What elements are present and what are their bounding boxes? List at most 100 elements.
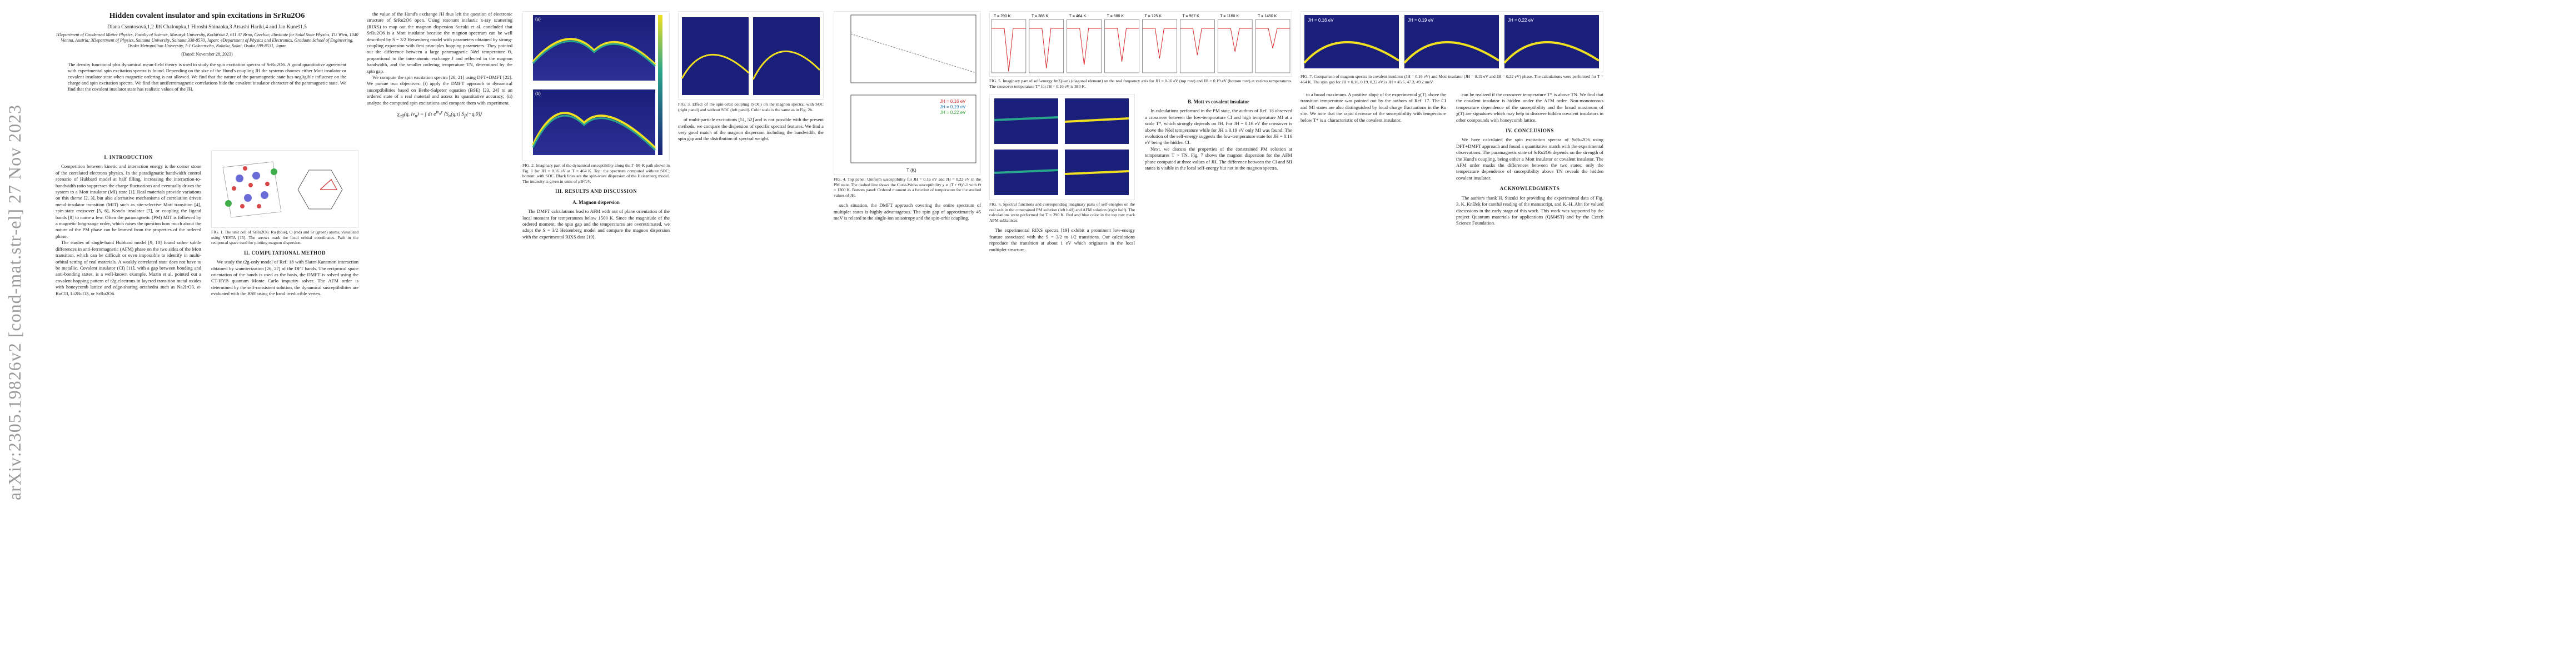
figure-6-caption: FIG. 6. Spectral functions and correspon… xyxy=(989,202,1135,223)
fig2-panel-a-label: (a) xyxy=(535,17,541,22)
figure-1 xyxy=(211,150,358,228)
page3-paragraph: of multi-particle excitations [51, 52] a… xyxy=(678,117,824,142)
page3-col-right: T (K) JH = 0.16 eV JH = 0.19 eV JH = 0.2… xyxy=(834,11,981,222)
fig5-temp-label: T = 290 K xyxy=(994,14,1011,18)
paper-affiliations: 1Department of Condensed Matter Physics,… xyxy=(56,32,358,48)
fig5-curve xyxy=(1029,28,1064,69)
fig5-temp-label: T = 967 K xyxy=(1182,14,1199,18)
fig5-panel xyxy=(1067,19,1102,73)
page5-paragraph: to a broad maximum. A positive slope of … xyxy=(1301,92,1446,123)
o-atoms xyxy=(232,166,270,208)
fig5-temp-label: T = 464 K xyxy=(1069,14,1087,18)
figure-6 xyxy=(989,94,1135,200)
fig3-heatmaps xyxy=(681,17,821,95)
fig5-panel xyxy=(1217,19,1253,73)
page2-paragraph-1: the value of the Hund's exchange JH thus… xyxy=(367,11,512,74)
fig7-title-3: JH = 0.22 eV xyxy=(1508,18,1534,23)
fig5-panel xyxy=(1255,19,1291,73)
fig5-temp-label: T = 580 K xyxy=(1107,14,1124,18)
fig5-curve xyxy=(1180,28,1215,56)
page4-col-right: B. Mott vs covalent insulator In calcula… xyxy=(1145,94,1292,171)
page5-col-full: JH = 0.16 eV JH = 0.19 eV JH = 0.22 eV F… xyxy=(1301,11,1603,89)
figure-1-caption: FIG. 1. The unit cell of SrRu2O6: Ru (bl… xyxy=(211,230,358,246)
fig5-curve xyxy=(1142,28,1177,59)
mott-paragraph-1: In calculations performed in the PM stat… xyxy=(1145,108,1292,146)
fig5-curve xyxy=(1255,28,1290,49)
fig7-title-1: JH = 0.16 eV xyxy=(1308,18,1334,23)
figure-7: JH = 0.16 eV JH = 0.19 eV JH = 0.22 eV xyxy=(1301,11,1603,72)
figure-3 xyxy=(678,11,824,100)
figure-5-caption: FIG. 5. Imaginary part of self-energy Im… xyxy=(989,78,1292,89)
page2-paragraph-2: We compute the spin excitation spectra [… xyxy=(367,74,512,106)
page5-col-right: can be realized if the crossover tempera… xyxy=(1456,92,1603,227)
sr-atoms xyxy=(225,168,277,207)
page4-col-full: T = 290 K T = 386 K T = 464 K T = 580 K T = … xyxy=(989,11,1292,93)
page-2: the value of the Hund's exchange JH thus… xyxy=(367,11,670,661)
results-paragraph: The DMFT calculations lead to AFM with o… xyxy=(522,208,670,240)
fig5-panel xyxy=(1104,19,1139,73)
figure-4: T (K) JH = 0.16 eV JH = 0.19 eV JH = 0.2… xyxy=(834,11,981,175)
fig2-heatmaps xyxy=(532,15,662,155)
figure-2: (a) (b) xyxy=(522,11,670,161)
page-1: Hidden covalent insulator and spin excit… xyxy=(56,11,358,661)
page1-header: Hidden covalent insulator and spin excit… xyxy=(56,11,358,98)
figure-3-caption: FIG. 3. Effect of the spin-orbit couplin… xyxy=(678,102,824,112)
fig4-plots xyxy=(850,14,976,163)
arxiv-identifier: arXiv:2305.19826v2 [cond-mat.str-el] 27 … xyxy=(4,104,24,500)
section-introduction: I. INTRODUCTION xyxy=(104,155,153,160)
page5-paragraph-right: can be realized if the crossover tempera… xyxy=(1456,92,1603,123)
fig5-curve xyxy=(1218,28,1253,52)
figure-4-caption: FIG. 4. Top panel: Uniform susceptibilit… xyxy=(834,177,981,198)
fig4-legend-1: JH = 0.16 eV xyxy=(940,99,966,104)
figure-7-caption: FIG. 7. Comparison of magnon spectra in … xyxy=(1301,74,1603,84)
paper-authors: Diana Csontosová,1,2 Jiří Chaloupka,1 Hi… xyxy=(107,24,307,30)
fig7-magnons xyxy=(1303,15,1600,68)
fig5-temp-label: T = 1450 K xyxy=(1258,14,1277,18)
section-acknowledgments: ACKNOWLEDGMENTS xyxy=(1499,186,1560,192)
mott-paragraph-2: Next, we discuss the properties of the c… xyxy=(1145,146,1292,171)
page4-col-left: FIG. 6. Spectral functions and correspon… xyxy=(989,94,1135,253)
fig5-temp-label: T = 1160 K xyxy=(1220,14,1239,18)
fig5-temp-label: T = 725 K xyxy=(1145,14,1162,18)
page1-col-left: I. INTRODUCTION Competition between kine… xyxy=(56,150,201,297)
page1-col-right: FIG. 1. The unit cell of SrRu2O6: Ru (bl… xyxy=(211,150,358,297)
page-5: JH = 0.16 eV JH = 0.19 eV JH = 0.22 eV F… xyxy=(1301,11,1603,661)
section-conclusions: IV. CONCLUSIONS xyxy=(1506,128,1554,134)
fig5-panel xyxy=(1029,19,1064,73)
paper-date: (Dated: November 28, 2023) xyxy=(181,52,233,57)
fig2-panel-b-label: (b) xyxy=(535,91,541,96)
paper-abstract: The density functional plus dynamical me… xyxy=(68,62,346,92)
fig5-temp-label: T = 386 K xyxy=(1032,14,1049,18)
intro-paragraph-2: The studies of single-band Hubbard model… xyxy=(56,240,201,296)
ru-atoms xyxy=(236,172,268,202)
brillouin-zone xyxy=(297,170,343,210)
method-paragraph: We study the t2g-only model of Ref. 18 w… xyxy=(211,259,358,297)
fig5-curve xyxy=(1104,28,1139,62)
fig5-panel xyxy=(991,19,1027,73)
fig4-legend-3: JH = 0.22 eV xyxy=(940,110,966,115)
fig4-legend-2: JH = 0.19 eV xyxy=(940,104,966,109)
fig7-title-2: JH = 0.19 eV xyxy=(1408,18,1434,23)
fig5-curve xyxy=(1067,28,1102,66)
page5-col-left: to a broad maximum. A positive slope of … xyxy=(1301,92,1446,123)
page4-paragraph: The experimental RIXS spectra [19] exhib… xyxy=(989,227,1135,252)
fig6-spectral xyxy=(994,98,1129,195)
figure-2-caption: FIG. 2. Imaginary part of the dynamical … xyxy=(522,163,670,184)
page2-col-left: the value of the Hund's exchange JH thus… xyxy=(367,11,512,122)
section-method: II. COMPUTATIONAL METHOD xyxy=(244,250,326,256)
page-3: FIG. 3. Effect of the spin-orbit couplin… xyxy=(678,11,981,661)
page3-paragraph-2: such situation, the DMFT approach coveri… xyxy=(834,202,981,221)
page-4: T = 290 K T = 386 K T = 464 K T = 580 K T = … xyxy=(989,11,1292,661)
subsection-mott: B. Mott vs covalent insulator xyxy=(1188,99,1249,104)
conclusions-paragraph: We have calculated the spin excitation s… xyxy=(1456,137,1603,181)
page3-col-left: FIG. 3. Effect of the spin-orbit couplin… xyxy=(678,11,824,142)
fig5-curve xyxy=(991,28,1026,72)
section-results: III. RESULTS AND DISCUSSION xyxy=(555,188,637,195)
equation-susceptibility: χαβ(q, iνn) = ∫ dτ eiνnτ ⟨Sα(q,τ) Sβ(−q,… xyxy=(397,109,482,119)
crystal-structure-figure xyxy=(212,151,358,227)
fig5-panel xyxy=(1142,19,1177,73)
paper-title: Hidden covalent insulator and spin excit… xyxy=(109,12,305,20)
fig5-selfenergy: T = 290 K T = 386 K T = 464 K T = 580 K T = … xyxy=(991,14,1291,73)
fig4-xlabel: T (K) xyxy=(906,168,916,173)
page2-col-right: (a) (b) FIG. 2. Imaginary part of the dy… xyxy=(522,11,670,240)
